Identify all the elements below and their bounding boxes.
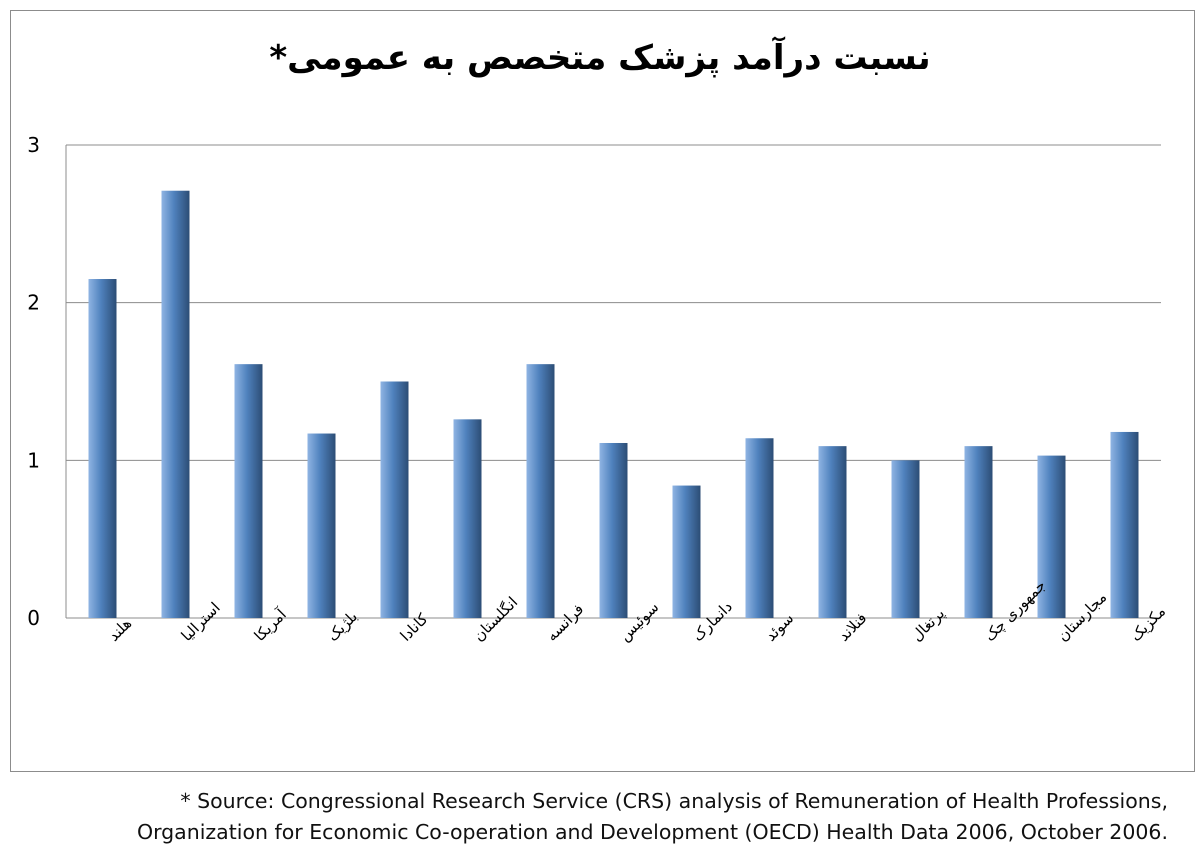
bar-8: [599, 442, 628, 618]
x-tick-labels: هلند استرالیا آمریکا بلژیک کانادا انگلستان فرا…: [105, 576, 1170, 645]
bar-9: [672, 485, 701, 618]
bar-13: [964, 446, 993, 618]
bar-5: [380, 381, 409, 618]
chart-frame: [10, 10, 1195, 772]
bar-10: [745, 438, 774, 618]
source-line-1: * Source: Congressional Research Service…: [180, 789, 1168, 813]
bars: [88, 190, 1139, 618]
bar-3: [234, 364, 263, 618]
bar-14: [1037, 455, 1066, 618]
bar-7: [526, 364, 555, 618]
y-tick-labels: 0 1 2 3: [27, 133, 40, 630]
bar-4: [307, 433, 336, 618]
y-tick-label: 0: [27, 606, 40, 630]
bar-2: [161, 190, 190, 618]
bar-11: [818, 446, 847, 618]
bar-6: [453, 419, 482, 618]
bar-chart: 0 1 2 3 هلند استرالیا آمریکا بلژیک کانادا انگلست…: [27, 133, 1170, 646]
source-footnote: * Source: Congressional Research Service…: [137, 786, 1168, 848]
y-tick-label: 2: [27, 291, 40, 315]
chart-title: نسبت درآمد پزشک متخصص به عمومی*: [269, 38, 931, 78]
y-tick-label: 3: [27, 133, 40, 157]
bar-1: [88, 279, 117, 618]
y-tick-label: 1: [27, 448, 40, 472]
source-line-2: Organization for Economic Co-operation a…: [136, 820, 1168, 844]
bar-15: [1110, 431, 1139, 618]
bar-12: [891, 460, 920, 618]
x-tick-label: هلند: [105, 614, 136, 645]
